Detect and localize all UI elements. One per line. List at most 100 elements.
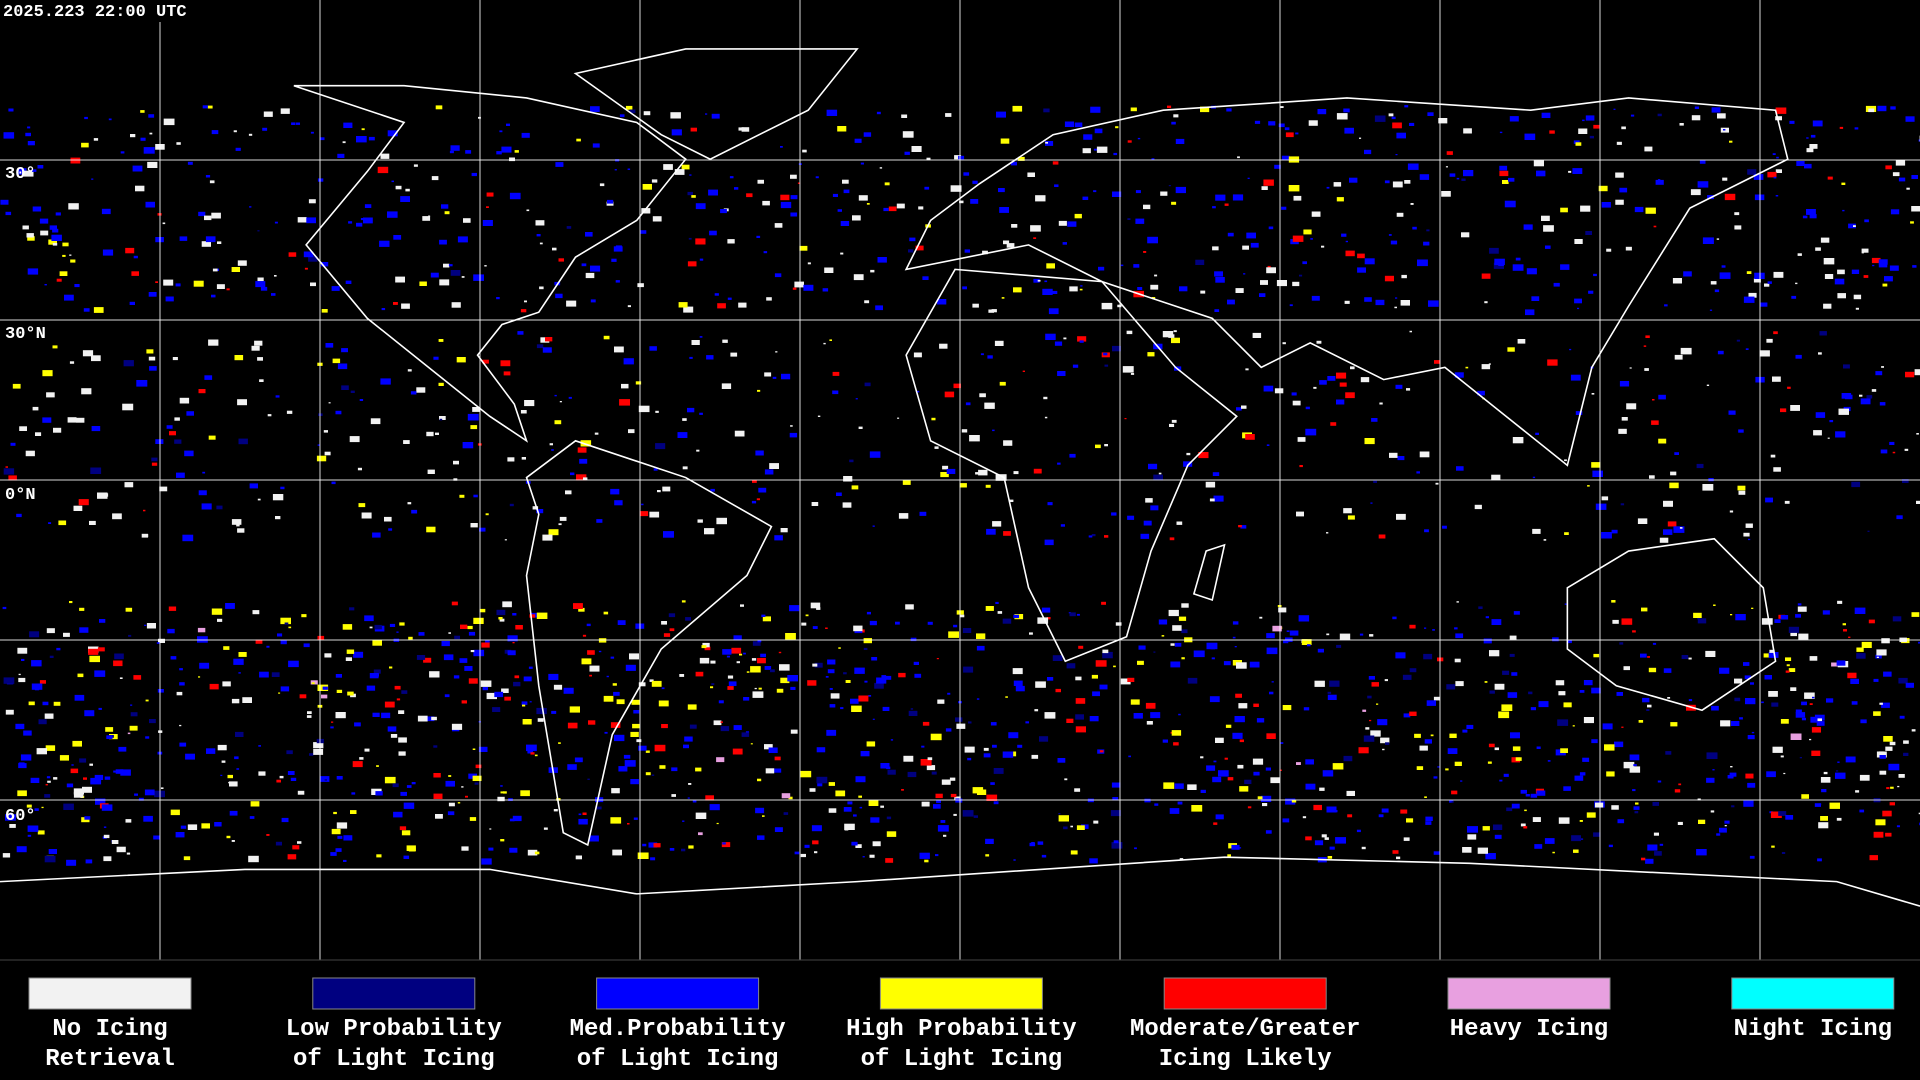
icing-pixel xyxy=(1608,844,1613,848)
icing-pixel xyxy=(1861,641,1872,648)
icing-pixel xyxy=(1494,258,1505,266)
icing-pixel xyxy=(354,722,361,727)
icing-pixel xyxy=(1536,746,1541,749)
icing-pixel xyxy=(1195,259,1205,265)
icing-pixel xyxy=(746,671,750,673)
icing-pixel xyxy=(179,397,190,404)
icing-pixel xyxy=(1613,108,1616,110)
icing-pixel xyxy=(373,669,381,674)
icing-pixel xyxy=(1054,184,1059,187)
icing-pixel xyxy=(1253,771,1260,776)
icing-pixel xyxy=(542,534,553,541)
icing-pixel xyxy=(1396,212,1404,217)
icing-pixel xyxy=(44,284,47,286)
icing-pixel xyxy=(1213,495,1224,502)
icing-pixel xyxy=(1143,204,1151,210)
icing-pixel xyxy=(1853,294,1862,300)
icing-pixel xyxy=(1520,789,1527,794)
icing-pixel xyxy=(1709,309,1713,311)
icing-pixel xyxy=(498,617,503,620)
icing-pixel xyxy=(812,840,819,845)
icing-pixel xyxy=(711,683,715,685)
icing-pixel xyxy=(1200,789,1206,793)
icing-pixel xyxy=(1738,490,1746,495)
icing-pixel xyxy=(764,744,773,750)
icing-pixel xyxy=(1899,715,1905,719)
icing-pixel xyxy=(870,269,875,273)
icing-pixel xyxy=(688,845,694,849)
icing-pixel xyxy=(1400,300,1410,306)
icing-pixel xyxy=(826,729,837,736)
icing-pixel xyxy=(441,641,450,647)
icing-pixel xyxy=(940,472,949,478)
icing-pixel xyxy=(727,297,732,300)
icing-pixel xyxy=(1064,778,1068,781)
icing-pixel xyxy=(1524,133,1536,140)
icing-pixel xyxy=(1487,761,1492,764)
icing-pixel xyxy=(1424,529,1429,533)
icing-pixel xyxy=(1239,739,1244,743)
icing-pixel xyxy=(25,132,31,137)
icing-pixel xyxy=(576,474,587,481)
icing-pixel xyxy=(406,845,416,851)
icing-pixel xyxy=(964,249,970,253)
icing-pixel xyxy=(1463,128,1472,134)
icing-pixel xyxy=(837,126,847,132)
icing-pixel xyxy=(479,608,486,613)
icing-pixel xyxy=(227,774,233,779)
icing-pixel xyxy=(1595,503,1607,510)
icing-pixel xyxy=(534,754,538,757)
icing-pixel xyxy=(794,851,800,855)
icing-pixel xyxy=(501,146,512,153)
icing-pixel xyxy=(126,852,131,855)
icing-pixel xyxy=(368,136,375,141)
icing-pixel xyxy=(290,777,297,781)
icing-pixel xyxy=(500,360,511,367)
icing-pixel xyxy=(1853,225,1856,227)
icing-pixel xyxy=(132,165,143,172)
icing-pixel xyxy=(614,734,625,742)
icing-pixel xyxy=(448,632,451,634)
icing-pixel xyxy=(612,683,617,686)
icing-pixel xyxy=(398,751,406,756)
icing-pixel xyxy=(97,492,108,499)
icing-pixel xyxy=(778,651,782,654)
icing-pixel xyxy=(1037,617,1049,624)
icing-pixel xyxy=(1364,438,1375,445)
icing-pixel xyxy=(610,817,622,824)
icing-pixel xyxy=(969,435,980,442)
icing-pixel xyxy=(1892,172,1900,177)
icing-pixel xyxy=(610,656,615,659)
icing-pixel xyxy=(1346,790,1355,796)
icing-pixel xyxy=(708,189,718,196)
icing-pixel xyxy=(727,675,734,679)
icing-pixel xyxy=(1615,199,1624,205)
icing-pixel xyxy=(837,209,842,212)
icing-pixel xyxy=(1245,434,1255,440)
icing-pixel xyxy=(1507,692,1518,698)
icing-pixel xyxy=(1611,600,1616,603)
icing-pixel xyxy=(1526,268,1537,275)
icing-pixel xyxy=(1664,304,1668,307)
icing-pixel xyxy=(363,217,373,224)
icing-pixel xyxy=(1882,283,1888,287)
icing-pixel xyxy=(1905,682,1914,688)
icing-pixel xyxy=(1327,856,1333,859)
icing-pixel xyxy=(357,467,362,471)
icing-pixel xyxy=(486,206,489,208)
icing-pixel xyxy=(393,811,403,818)
icing-pixel xyxy=(1226,108,1232,112)
icing-pixel xyxy=(236,524,240,527)
icing-pixel xyxy=(228,781,231,784)
icing-pixel xyxy=(202,471,206,474)
icing-pixel xyxy=(1536,790,1546,796)
icing-pixel xyxy=(439,239,447,245)
icing-pixel xyxy=(610,488,620,495)
icing-pixel xyxy=(1838,408,1849,415)
icing-pixel xyxy=(53,701,61,706)
icing-pixel xyxy=(134,793,138,796)
icing-pixel xyxy=(704,528,715,535)
icing-pixel xyxy=(661,724,668,729)
icing-pixel xyxy=(752,641,761,646)
icing-pixel xyxy=(1719,272,1731,279)
